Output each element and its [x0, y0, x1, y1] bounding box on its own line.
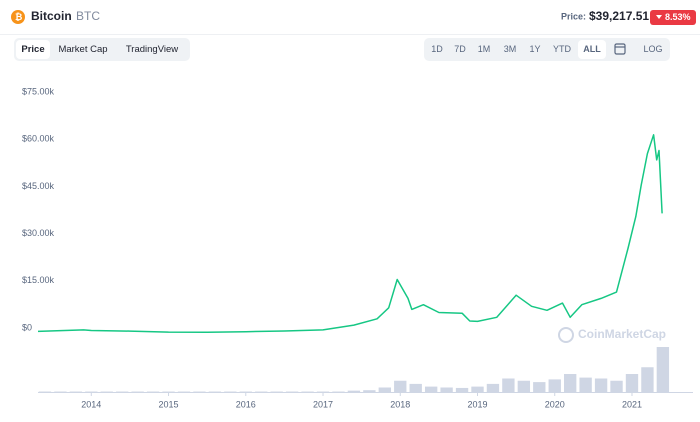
volume-bar [471, 386, 484, 392]
volume-bar [486, 383, 500, 392]
price-line [37, 134, 663, 333]
volume-bar [656, 347, 670, 392]
x-tick-label: 2016 [236, 399, 256, 409]
y-tick-label: $0 [22, 322, 32, 332]
range-button[interactable]: 7D [454, 44, 466, 54]
volume-bar [394, 380, 407, 392]
coin-symbol: BTC [76, 9, 100, 23]
volume-bar [625, 374, 639, 392]
y-tick-label: $75.00k [22, 86, 55, 96]
range-button[interactable]: 3M [504, 44, 517, 54]
volume-bar [440, 387, 453, 392]
watermark: CoinMarketCap [578, 327, 666, 341]
range-active [578, 40, 606, 59]
coin-icon [11, 10, 25, 24]
x-tick-label: 2018 [390, 399, 410, 409]
range-button[interactable]: 1Y [529, 44, 540, 54]
down-caret [656, 15, 662, 19]
volume-bar [594, 378, 608, 392]
y-tick-label: $30.00k [22, 228, 55, 238]
x-tick-label: 2014 [81, 399, 101, 409]
change: 8.53% [665, 12, 691, 22]
y-tick-label: $60.00k [22, 134, 55, 144]
volume-bar [409, 383, 422, 392]
volume-bar [564, 374, 577, 392]
range-button[interactable]: ALL [583, 44, 601, 54]
volume-bar [579, 377, 592, 392]
x-tick-label: 2019 [467, 399, 487, 409]
price-label: Price: [561, 11, 586, 21]
volume-bar [641, 367, 654, 392]
volume-bar [502, 378, 515, 392]
x-tick-label: 2017 [313, 399, 333, 409]
range-button[interactable]: 1D [431, 44, 443, 54]
tab[interactable]: Market Cap [58, 44, 107, 55]
price: $39,217.51 [589, 9, 649, 23]
volume-bar [378, 387, 391, 392]
y-tick-label: $15.00k [22, 275, 55, 285]
tab-active [16, 40, 50, 59]
x-tick-label: 2020 [545, 399, 565, 409]
volume-bar [455, 387, 469, 392]
tab-group [14, 38, 190, 61]
log-button[interactable]: LOG [643, 44, 662, 54]
coin-name: Bitcoin [31, 9, 72, 23]
tab[interactable]: TradingView [126, 44, 178, 55]
calendar-icon[interactable] [614, 43, 626, 55]
volume-bar [347, 390, 361, 392]
volume-bar [548, 379, 561, 392]
volume-bar [424, 386, 438, 392]
header-bar [0, 0, 700, 34]
change-badge [650, 10, 696, 25]
range-button[interactable]: 1M [478, 44, 491, 54]
volume-bar [610, 380, 623, 392]
volume-bar [363, 390, 376, 392]
volume-bar [533, 382, 546, 392]
range-group [424, 38, 670, 61]
x-tick-label: 2015 [159, 399, 179, 409]
watermark-logo [558, 327, 574, 343]
coin-icon-glyph: ₿ [15, 12, 22, 22]
y-tick-label: $45.00k [22, 181, 55, 191]
range-button[interactable]: YTD [553, 44, 572, 54]
x-tick-label: 2021 [622, 399, 642, 409]
volume-bar [517, 380, 531, 392]
tab[interactable]: Price [21, 44, 44, 55]
